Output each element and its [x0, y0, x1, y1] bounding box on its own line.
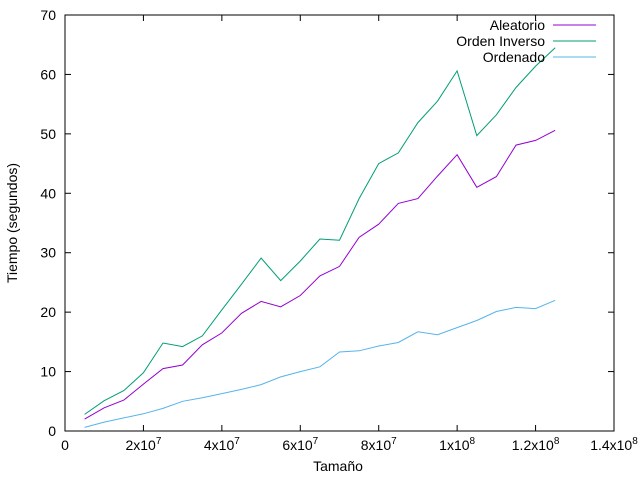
x-tick-label: 4x107 [204, 436, 240, 453]
series-line-ordenado [84, 299, 556, 428]
y-axis-label: Tiempo (segundos) [4, 163, 20, 283]
x-tick-label: 6x107 [282, 436, 318, 453]
y-tick-label: 20 [40, 304, 56, 320]
legend-label: Orden Inverso [456, 33, 545, 49]
x-tick-label: 8x107 [361, 436, 397, 453]
x-tick-label: 1x108 [439, 436, 475, 453]
y-tick-label: 70 [40, 7, 56, 23]
y-tick-label: 40 [40, 185, 56, 201]
x-tick-label: 0 [61, 437, 69, 453]
y-tick-label: 10 [40, 364, 56, 380]
legend-label: Aleatorio [490, 17, 545, 33]
series-line-aleatorio [84, 129, 556, 420]
legend-label: Ordenado [483, 49, 545, 65]
x-axis-label: Tamaño [313, 458, 363, 474]
y-tick-label: 30 [40, 245, 56, 261]
y-tick-label: 0 [48, 423, 56, 439]
x-tick-label: 1.4x108 [590, 436, 638, 453]
y-tick-label: 50 [40, 126, 56, 142]
y-tick-label: 60 [40, 66, 56, 82]
plot-frame [64, 14, 615, 432]
x-tick-label: 2x107 [125, 436, 161, 453]
series-line-orden-inverso [84, 47, 556, 415]
x-tick-label: 1.2x108 [512, 436, 560, 453]
